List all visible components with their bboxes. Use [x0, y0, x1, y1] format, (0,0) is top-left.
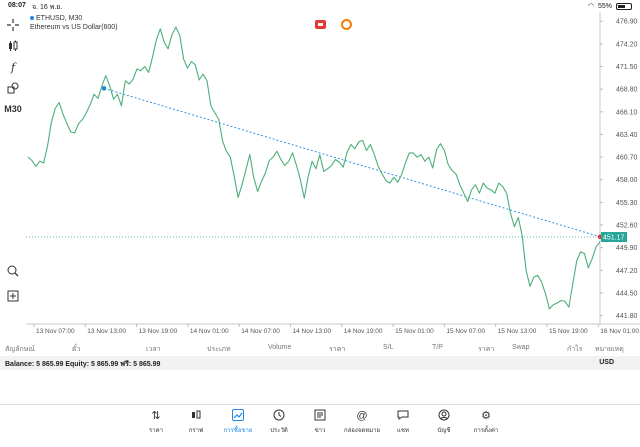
- price-label: 458.00: [616, 177, 638, 184]
- chart-canvas[interactable]: 476.90 474.20 471.50 468.80 466.10 463.40 460.…: [26, 12, 640, 335]
- symbol-title: ETHUSD, M30: [30, 15, 82, 22]
- price-label: 447.20: [616, 268, 638, 275]
- tab-chat[interactable]: แชท: [383, 409, 423, 435]
- tab-label: กราฟ: [188, 428, 204, 434]
- objects-icon[interactable]: [4, 79, 22, 97]
- tab-quotes[interactable]: ⇅ ราคา: [136, 409, 176, 435]
- status-dot-icon: [30, 16, 34, 21]
- add-window-icon[interactable]: [4, 287, 22, 305]
- current-price-label: 451.17: [603, 235, 625, 242]
- price-label: 449.90: [616, 245, 638, 252]
- symbol-name: ETHUSD: [36, 15, 65, 22]
- clock: 08:07: [8, 2, 26, 9]
- tab-chart[interactable]: กราฟ: [176, 409, 216, 435]
- time-label: 13 Nov 19:00: [139, 328, 178, 334]
- news-icon: [300, 409, 340, 423]
- tab-label: ข่าว: [314, 428, 326, 434]
- price-chart[interactable]: 476.90 474.20 471.50 468.80 466.10 463.40 460.…: [26, 12, 640, 335]
- tab-label: ประวัติ: [270, 428, 288, 434]
- settings-icon: ⚙: [481, 410, 491, 422]
- price-label: 476.90: [616, 19, 638, 26]
- col-profit: กำไร: [567, 346, 583, 353]
- symbol-timeframe: M30: [68, 15, 83, 22]
- col-comment: หมายเหตุ: [595, 346, 624, 353]
- tab-settings[interactable]: ⚙ การตั้งค่า: [466, 409, 506, 435]
- price-label: 466.10: [616, 109, 638, 116]
- col-tp: T/P: [432, 344, 443, 351]
- zoom-icon[interactable]: [4, 262, 22, 280]
- tab-label: ราคา: [149, 428, 163, 434]
- price-label: 452.60: [616, 223, 638, 230]
- price-label: 474.20: [616, 41, 638, 48]
- time-label: 15 Nov 01:00: [395, 328, 434, 334]
- date: จ. 16 พ.ย.: [32, 4, 63, 11]
- time-label: 14 Nov 01:00: [190, 328, 229, 334]
- price-series-line: [27, 26, 601, 310]
- tab-news[interactable]: ข่าว: [300, 409, 340, 435]
- tab-label: แชท: [397, 428, 409, 434]
- function-icon[interactable]: f: [10, 60, 16, 74]
- price-label: 463.40: [616, 132, 638, 139]
- col-volume: Volume: [268, 344, 292, 351]
- trendline: [103, 87, 601, 238]
- status-bar: 08:07 จ. 16 พ.ย. ◠ 55%: [0, 0, 640, 12]
- time-label: 14 Nov 13:00: [293, 328, 332, 334]
- signal-icon[interactable]: [341, 19, 352, 30]
- indicators-icon[interactable]: [4, 37, 22, 55]
- price-label: 444.50: [616, 290, 638, 297]
- time-label: 13 Nov 07:00: [36, 328, 75, 334]
- chart-toolbar: f M30: [0, 12, 26, 334]
- battery-icon: [616, 2, 632, 10]
- col-ticket: ตั๋ว: [72, 346, 81, 353]
- chart-icon: [176, 409, 216, 423]
- price-label: 468.80: [616, 87, 638, 94]
- col-sl: S/L: [383, 344, 394, 351]
- tab-label: กล่องจดหมาย: [343, 428, 381, 434]
- tab-label: การซื้อขาย: [223, 428, 253, 434]
- trade-icon: [218, 409, 258, 423]
- time-label: 15 Nov 07:00: [446, 328, 485, 334]
- balance-text: Balance: 5 865.99 Equity: 5 865.99 ฟรี: …: [5, 361, 161, 368]
- tab-mailbox[interactable]: @ กล่องจดหมาย: [342, 409, 382, 435]
- col-swap: Swap: [512, 344, 530, 351]
- current-price-tag: [601, 232, 627, 243]
- chat-icon: [383, 409, 423, 423]
- account-icon: [424, 409, 464, 423]
- trendline-start-point: [101, 86, 107, 91]
- tab-history[interactable]: ประวัติ: [259, 409, 299, 435]
- price-label: 471.50: [616, 64, 638, 71]
- time-label: 15 Nov 13:00: [498, 328, 537, 334]
- tab-account[interactable]: บัญชี: [424, 409, 464, 435]
- balance-row[interactable]: Balance: 5 865.99 Equity: 5 865.99 ฟรี: …: [0, 356, 640, 370]
- time-label: 14 Nov 19:00: [344, 328, 383, 334]
- quotes-icon: ⇅: [151, 410, 161, 422]
- price-label: 460.70: [616, 155, 638, 162]
- price-label: 441.80: [616, 313, 638, 320]
- price-label: 455.30: [616, 200, 638, 207]
- tab-label: บัญชี: [437, 428, 451, 434]
- col-price: ราคา: [329, 346, 346, 353]
- tab-label: การตั้งค่า: [473, 428, 499, 434]
- timeframe-button[interactable]: M30: [4, 104, 22, 114]
- col-symbol: สัญลักษณ์: [5, 346, 35, 353]
- one-click-trading-icon[interactable]: [315, 20, 326, 29]
- time-label: 14 Nov 07:00: [241, 328, 280, 334]
- time-label: 13 Nov 13:00: [87, 328, 126, 334]
- trade-table-header: สัญลักษณ์ ตั๋ว เวลา ประเภท Volume ราคา S…: [0, 341, 640, 355]
- bottom-tab-bar: ⇅ ราคา กราฟ การซื้อขาย ประวัติ ข่าว @ กล่อ…: [0, 404, 640, 447]
- battery-percent: 55%: [597, 2, 612, 10]
- time-label: 16 Nov 01:00: [600, 328, 639, 334]
- history-icon: [259, 409, 299, 423]
- col-type: ประเภท: [207, 346, 231, 353]
- tab-trade[interactable]: การซื้อขาย: [218, 409, 258, 435]
- col-time: เวลา: [146, 346, 161, 353]
- col-current-price: ราคา: [478, 346, 495, 353]
- wifi-icon: ◠: [587, 3, 594, 10]
- balance-currency: USD: [599, 359, 614, 366]
- mailbox-icon: @: [356, 410, 368, 422]
- crosshair-icon[interactable]: [4, 16, 22, 34]
- time-label: 15 Nov 19:00: [549, 328, 588, 334]
- symbol-description: Ethereum vs US Dollar(600): [30, 24, 118, 31]
